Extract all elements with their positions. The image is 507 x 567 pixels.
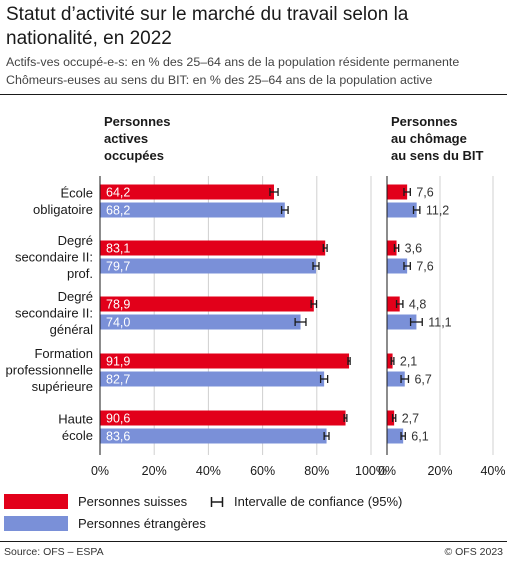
employed-bar-swiss [100,184,274,200]
employed-x-tick-label: 80% [304,464,329,478]
chart-title: Statut d’activité sur le marché du trava… [6,4,409,49]
employed-data-label: 91,9 [106,355,130,369]
employed-data-label: 79,7 [106,260,130,274]
footer-divider [0,541,507,542]
employed-data-label: 64,2 [106,186,130,200]
unemployed-x-tick-label: 20% [427,464,452,478]
employed-panel-title-line: Personnes [104,114,170,129]
chart-subtitle-employed: Actifs-ves occupé-e-s: en % des 25–64 an… [6,55,460,69]
unemployed-panel-title-line: au sens du BIT [391,148,484,163]
unemployed-data-label: 4,8 [409,298,426,312]
employed-bar-foreign [100,314,301,330]
legend-label-foreign: Personnes étrangères [78,516,206,531]
legend-label-ci: Intervalle de confiance (95%) [234,494,403,509]
unemployed-data-label: 7,6 [416,260,433,274]
legend-swatch-foreign [4,516,68,531]
employed-bar-foreign [100,371,325,387]
employed-bar-foreign [100,428,327,444]
employed-x-tick-label: 60% [250,464,275,478]
unemployed-bar-foreign [387,202,417,218]
employed-panel-title-line: actives [104,131,148,146]
unemployed-x-tick-label: 40% [480,464,505,478]
unemployed-data-label: 6,1 [411,430,428,444]
unemployed-bar-foreign [387,258,408,274]
chart-subtitle-unemployed: Chômeurs-euses au sens du BIT: en % des … [6,73,433,87]
copyright-note: © OFS 2023 [444,546,503,558]
source-note: Source: OFS – ESPA [4,546,104,558]
employed-bar-foreign [100,202,285,218]
unemployed-bar-foreign [387,371,405,387]
employed-data-label: 82,7 [106,373,130,387]
employed-x-tick-label: 100% [355,464,387,478]
legend-ci-icon [210,497,224,507]
unemployed-x-tick-label: 0% [378,464,396,478]
category-label: secondaire II: [15,306,93,321]
category-label: École [60,185,93,200]
category-label: prof. [67,266,93,281]
employed-data-label: 78,9 [106,298,130,312]
unemployed-panel-title-line: Personnes [391,114,457,129]
header-divider [0,94,507,95]
unemployed-data-label: 3,6 [405,242,422,256]
employed-data-label: 74,0 [106,316,130,330]
employed-bar-swiss [100,296,314,312]
unemployed-bar-swiss [387,353,393,369]
employed-data-label: 83,1 [106,242,130,256]
legend-label-swiss: Personnes suisses [78,494,188,509]
legend-swatch-swiss [4,494,68,509]
unemployed-bar-swiss [387,184,408,200]
category-label: général [50,322,93,337]
category-label: secondaire II: [15,250,93,265]
category-label: supérieure [32,379,93,394]
unemployed-data-label: 2,7 [402,412,419,426]
employed-x-tick-label: 40% [196,464,221,478]
unemployed-data-label: 2,1 [400,355,417,369]
unemployed-data-label: 7,6 [416,186,433,200]
employed-bar-swiss [100,353,350,369]
category-label: obligatoire [33,202,93,217]
employed-bar-foreign [100,258,316,274]
unemployed-bar-swiss [387,240,397,256]
unemployed-data-label: 11,1 [428,316,451,330]
employed-bar-swiss [100,410,346,426]
category-label: Degré [58,233,93,248]
employed-data-label: 90,6 [106,412,130,426]
unemployed-bar-foreign [387,428,404,444]
employed-x-tick-label: 20% [142,464,167,478]
category-label: Haute [58,411,93,426]
unemployed-data-label: 6,7 [414,373,431,387]
unemployed-bar-foreign [387,314,417,330]
category-label: professionnelle [6,363,93,378]
category-label: Formation [34,346,93,361]
employed-panel-title-line: occupées [104,148,164,163]
employed-data-label: 68,2 [106,204,130,218]
employed-data-label: 83,6 [106,430,130,444]
unemployed-panel-title-line: au chômage [391,131,467,146]
category-label: Degré [58,289,93,304]
unemployed-bar-swiss [387,410,395,426]
category-label: école [62,428,93,443]
employed-x-tick-label: 0% [91,464,109,478]
unemployed-data-label: 11,2 [426,204,449,218]
employed-bar-swiss [100,240,326,256]
